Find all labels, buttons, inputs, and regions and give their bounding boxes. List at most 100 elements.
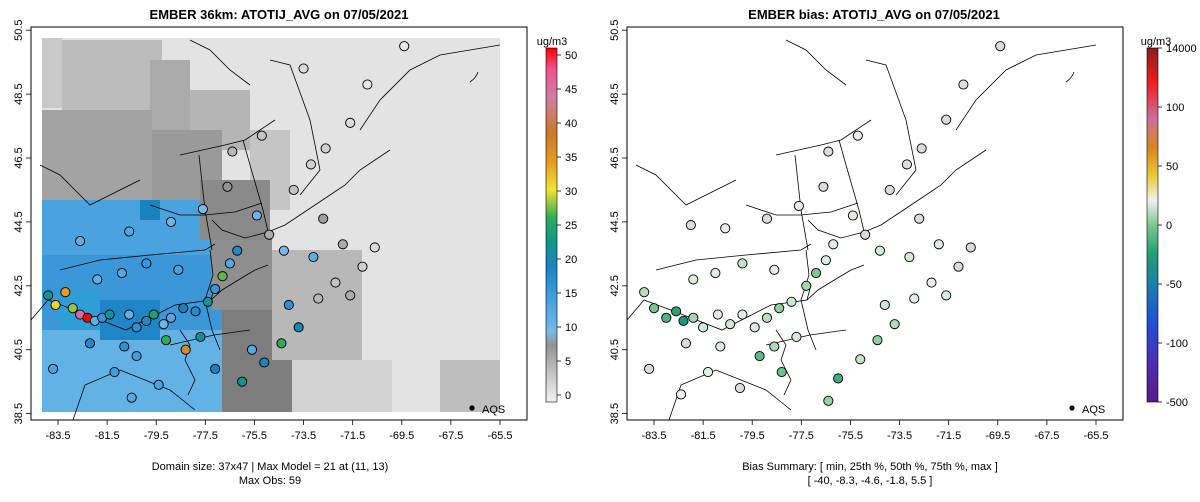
left-station-marker [119,341,130,352]
left-station-marker [283,299,294,311]
left-station-marker [320,143,331,154]
right-station-marker [793,200,804,211]
right-station-marker [737,258,748,269]
left-station-marker [227,146,238,157]
right-station-marker [855,354,866,365]
left-legend-marker [469,405,475,411]
left-plot-frame [30,26,528,421]
right-station-marker [914,213,925,224]
right-colorbar-tick-label: -500 [1166,397,1188,409]
left-station-marker [202,296,213,307]
left-model-grid [31,27,527,420]
left-station-marker [75,236,86,247]
right-x-axis: -83.5 -81.5 -79.5 -77.5 -75.5 -73.5 -71.5 -69.5… [641,420,1109,442]
right-stations [639,41,1006,406]
left-station-marker [357,261,368,272]
right-station-marker [737,309,748,320]
right-station-marker [734,382,746,394]
right-legend-label: AQS [1082,404,1105,416]
left-station-marker [131,351,142,362]
left-colorbar-tick-label: 40 [565,118,577,130]
left-x-axis: -83.5 -81.5 -79.5 -77.5 -75.5 -73.5 -71.5 -69.5… [45,420,513,442]
right-station-marker [823,395,834,406]
left-footer-line1: Domain size: 37x47 | Max Model = 21 at (… [152,461,389,473]
right-border-line [775,119,872,156]
left-x-tick-label: -73.5 [291,430,316,442]
right-station-marker [749,322,760,333]
left-grid-cell [292,360,392,412]
right-coastline [806,264,865,301]
left-y-axis: 38.5 40.5 42.5 44.5 46.5 48.5 50.5 [13,19,31,424]
right-station-marker [761,213,773,224]
right-x-tick-label: -81.5 [691,430,716,442]
right-station-marker [715,341,726,352]
right-y-tick-label: 44.5 [609,211,621,232]
left-station-marker [67,303,78,314]
right-station-marker [678,315,689,327]
right-border-line [807,219,865,239]
left-station-marker [153,379,164,390]
left-border-line [149,202,263,216]
left-border-line [72,369,196,420]
left-station-marker [369,242,380,253]
left-x-tick-label: -83.5 [45,430,70,442]
right-border-line [655,243,812,271]
left-station-marker [210,283,221,295]
left-colorbar [545,47,558,403]
right-station-marker [884,184,895,196]
left-colorbar-ticks: 0 5 10 15 20 25 30 35 40 45 50 [557,50,577,402]
left-station-marker [173,264,184,275]
right-colorbar [1146,47,1159,403]
left-map-panel: EMBER 36km: ATOTIJ_AVG on 07/05/2021 [13,7,577,487]
left-border-line [179,329,196,396]
right-station-marker [889,319,900,330]
left-station-marker [131,322,142,333]
left-grid-cell [42,38,62,108]
right-x-tick-label: -79.5 [740,430,765,442]
right-coastline [1065,71,1075,83]
right-station-marker [661,312,672,323]
left-stations [43,41,410,403]
right-x-tick-label: -69.5 [985,430,1010,442]
left-colorbar-tick-label: 0 [565,390,571,402]
right-station-marker [754,351,765,362]
right-station-marker [828,239,839,250]
right-station-marker [872,335,883,346]
left-coastline [189,39,251,86]
right-station-marker [710,267,721,279]
left-colorbar-tick-label: 30 [565,186,577,198]
right-station-marker [801,280,812,291]
left-grid-cell [140,200,160,220]
left-station-marker [148,309,159,320]
left-station-marker [217,271,228,282]
left-station-marker [126,392,137,403]
right-coastline [955,44,1097,131]
left-coastline [469,71,479,83]
right-y-tick-label: 46.5 [609,147,621,168]
left-y-tick-label: 46.5 [13,147,25,168]
right-station-marker [820,255,831,266]
left-station-marker [251,210,262,221]
left-colorbar-unit: ug/m3 [537,36,568,48]
left-colorbar-tick-label: 50 [565,50,577,62]
right-station-marker [791,331,802,342]
right-map-borders [627,39,1097,420]
left-y-tick-label: 48.5 [13,83,25,104]
right-station-marker [909,293,920,304]
left-station-marker [210,363,221,374]
left-station-marker [197,204,208,215]
left-border-line [269,59,321,196]
right-station-marker [852,130,863,141]
right-station-marker [725,319,736,330]
left-station-marker [259,357,270,368]
left-station-marker [256,130,267,141]
right-station-marker [916,143,927,154]
right-colorbar-unit: ug/m3 [1141,36,1172,48]
left-station-marker [224,258,235,269]
left-map-title: EMBER 36km: ATOTIJ_AVG on 07/05/2021 [150,7,409,22]
left-y-tick-label: 40.5 [13,339,25,360]
right-y-tick-label: 42.5 [609,275,621,296]
left-x-tick-label: -67.5 [438,430,463,442]
left-station-marker [141,315,152,327]
left-station-marker [232,245,243,256]
